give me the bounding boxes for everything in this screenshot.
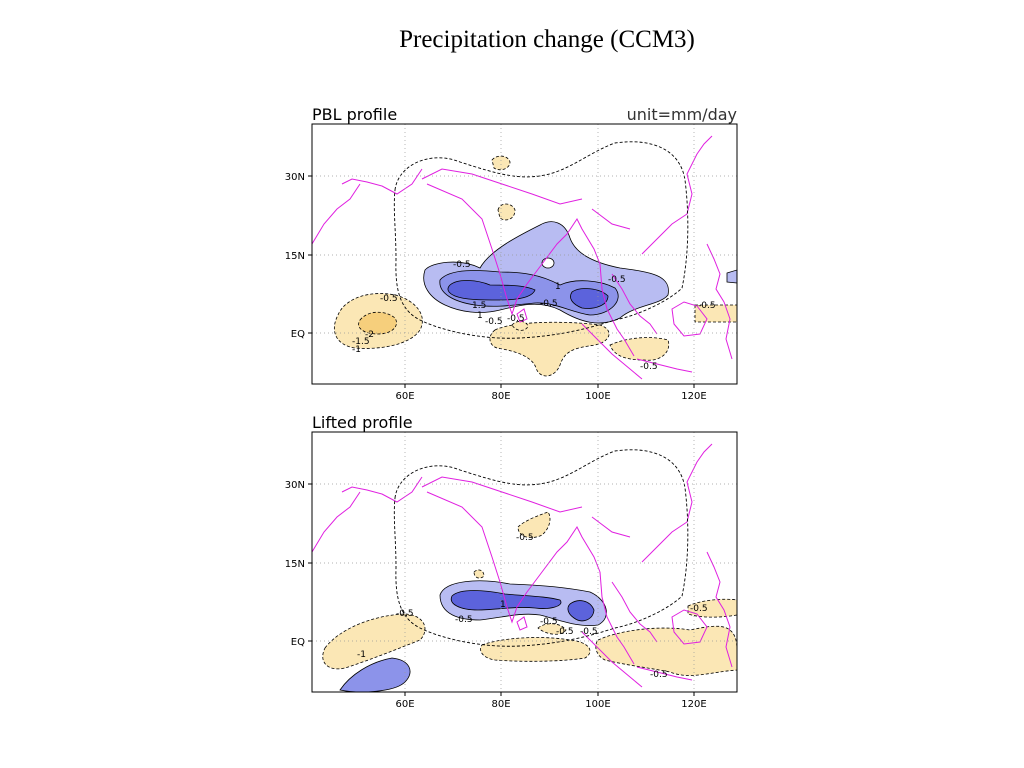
contour-label: -0.5	[485, 317, 503, 327]
negative-region	[489, 321, 610, 377]
contour-label: -0.5	[608, 275, 626, 285]
positive-region-dark	[567, 600, 595, 622]
domain-boundary	[393, 141, 689, 339]
y-tick-label: 15N	[285, 251, 305, 262]
grid-lines	[312, 432, 737, 692]
x-tick-label: 80E	[491, 391, 510, 402]
contour-label: -0.5	[455, 615, 473, 625]
contour-label: -0.5	[540, 299, 558, 309]
contour-label: -0.5	[516, 533, 534, 543]
grid-lines	[312, 124, 737, 384]
contour-labels: -0.5 1 -0.5 -0.5 -0.5 -0.5 -0.5 -0.5 -1 …	[357, 533, 708, 680]
y-tick-label: 15N	[285, 559, 305, 570]
contour-label: -1.5	[352, 337, 370, 347]
contour-label: -0.5	[556, 627, 574, 637]
plot-area: -0.5 -0.5 -0.5 -0.5 -0.5 -0.5 -0.5 -1 -1…	[312, 124, 737, 384]
contour-label: -0.5	[453, 260, 471, 270]
panel-lifted: Lifted profile	[285, 413, 738, 710]
contour-label: -0.5	[507, 314, 525, 324]
contour-label: -1	[357, 650, 366, 660]
negative-region	[480, 637, 591, 662]
plot-frame	[311, 431, 738, 693]
contour-labels: -0.5 -0.5 -0.5 -0.5 -0.5 -0.5 -0.5 -1 -1…	[352, 260, 716, 372]
negative-region	[322, 613, 426, 670]
contour-label: 1.5	[472, 301, 486, 311]
contour-label: -0.5	[640, 362, 658, 372]
positive-region-dark	[447, 280, 536, 301]
domain-boundary	[393, 449, 689, 647]
plot-area: -0.5 1 -0.5 -0.5 -0.5 -0.5 -0.5 -0.5 -1 …	[312, 432, 737, 692]
contour-label: -0.5	[540, 617, 558, 627]
negative-region-core	[358, 311, 397, 335]
y-tick-label: EQ	[291, 637, 305, 648]
x-tick-label: 60E	[395, 391, 414, 402]
x-tick-label: 120E	[681, 699, 706, 710]
negative-region	[517, 511, 551, 538]
negative-region	[511, 320, 529, 331]
negative-region	[537, 623, 567, 635]
y-tick-label: EQ	[291, 329, 305, 340]
contour-label: -0.5	[650, 670, 668, 680]
x-tick-label: 120E	[681, 391, 706, 402]
unit-label: unit=mm/day	[627, 105, 737, 124]
negative-region	[609, 337, 670, 361]
x-tick-label: 80E	[491, 699, 510, 710]
plot-frame	[311, 123, 738, 385]
x-tick-label: 60E	[395, 699, 414, 710]
contour-label: -0.5	[690, 604, 708, 614]
slide-title: Precipitation change (CCM3)	[399, 26, 695, 53]
positive-region-mid	[450, 590, 562, 611]
contour-label: 1	[477, 311, 483, 321]
negative-region	[473, 569, 485, 579]
contour-label: -2	[365, 330, 374, 340]
negative-region	[491, 155, 511, 171]
contour-label: -0.5	[380, 294, 398, 304]
contour-label: 1	[555, 282, 561, 292]
negative-region	[497, 203, 516, 221]
contour-label: -0.5	[698, 301, 716, 311]
x-tick-label: 100E	[585, 699, 610, 710]
contour-label: 1	[500, 600, 506, 610]
contour-label: -0.5	[580, 627, 598, 637]
contour-label: -0.5	[396, 609, 414, 619]
contour-label: -1	[352, 345, 361, 355]
positive-region-light	[726, 269, 737, 284]
positive-region-light	[339, 657, 411, 692]
panel-title: PBL profile	[312, 105, 397, 124]
y-tick-label: 30N	[285, 480, 305, 491]
panel-pbl: PBL profile unit=mm/day	[285, 105, 738, 402]
positive-region-dark	[570, 288, 609, 309]
panel-title: Lifted profile	[312, 413, 413, 432]
x-tick-label: 100E	[585, 391, 610, 402]
y-tick-label: 30N	[285, 172, 305, 183]
